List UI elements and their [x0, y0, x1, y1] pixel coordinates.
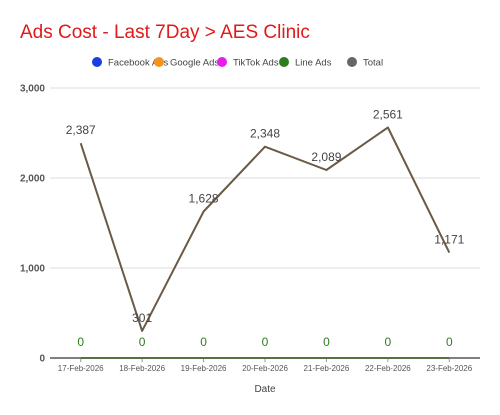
- legend-marker-total: [347, 57, 357, 67]
- x-tick-label: 19-Feb-2026: [181, 364, 227, 373]
- legend-item-total[interactable]: Total: [347, 57, 383, 69]
- legend-marker-line-ads: [279, 57, 289, 67]
- series-lines: [79, 126, 451, 359]
- y-tick-label: 3,000: [20, 84, 45, 95]
- legend-item-tiktok-ads[interactable]: TikTok Ads: [217, 57, 279, 69]
- y-tick-label: 0: [39, 354, 45, 365]
- line-ads-data-label: 0: [323, 335, 330, 349]
- data-labels: 0 0 0 0 0 0 0 2,387 301 1,628 2,348 2,089 2,561 1,171: [66, 108, 465, 349]
- legend-item-google-ads[interactable]: Google Ads: [154, 57, 219, 69]
- total-data-label: 1,628: [189, 191, 219, 205]
- total-data-label: 2,561: [373, 108, 403, 122]
- y-axis-ticks: 0 1,000 2,000 3,000: [20, 84, 45, 365]
- x-tick-label: 18-Feb-2026: [119, 364, 165, 373]
- x-tick-label: 20-Feb-2026: [242, 364, 288, 373]
- chart-legend: Facebook Ads Google Ads TikTok Ads Line Ads…: [92, 57, 383, 69]
- line-ads-data-label: 0: [77, 335, 84, 349]
- legend-marker-facebook-ads: [92, 57, 102, 67]
- total-data-label: 2,089: [311, 150, 341, 164]
- line-ads-data-label: 0: [446, 335, 453, 349]
- chart-title: Ads Cost - Last 7Day > AES Clinic: [20, 22, 310, 43]
- x-tick-label: 22-Feb-2026: [365, 364, 411, 373]
- series-line-total: [79, 126, 451, 332]
- line-ads-data-label: 0: [385, 335, 392, 349]
- legend-label-total: Total: [363, 58, 383, 69]
- total-data-label: 1,171: [434, 233, 464, 247]
- legend-label-facebook-ads: Facebook Ads: [108, 58, 168, 69]
- line-ads-data-label: 0: [200, 335, 207, 349]
- y-tick-label: 1,000: [20, 264, 45, 275]
- legend-label-google-ads: Google Ads: [170, 58, 219, 69]
- legend-item-facebook-ads[interactable]: Facebook Ads: [92, 57, 168, 69]
- x-tick-label: 17-Feb-2026: [58, 364, 104, 373]
- total-data-label: 2,387: [66, 123, 96, 137]
- legend-label-tiktok-ads: TikTok Ads: [233, 58, 279, 69]
- total-data-label: 2,348: [250, 127, 280, 141]
- y-tick-label: 2,000: [20, 174, 45, 185]
- x-axis-ticks: 17-Feb-2026 18-Feb-2026 19-Feb-2026 20-Feb-…: [58, 358, 473, 373]
- line-ads-data-label: 0: [262, 335, 269, 349]
- total-data-label: 301: [132, 311, 152, 325]
- x-tick-label: 23-Feb-2026: [426, 364, 472, 373]
- legend-label-line-ads: Line Ads: [295, 58, 332, 69]
- x-axis-title: Date: [254, 384, 276, 395]
- legend-marker-google-ads: [154, 57, 164, 67]
- legend-marker-tiktok-ads: [217, 57, 227, 67]
- legend-item-line-ads[interactable]: Line Ads: [279, 57, 332, 69]
- x-tick-label: 21-Feb-2026: [304, 364, 350, 373]
- line-ads-data-label: 0: [139, 335, 146, 349]
